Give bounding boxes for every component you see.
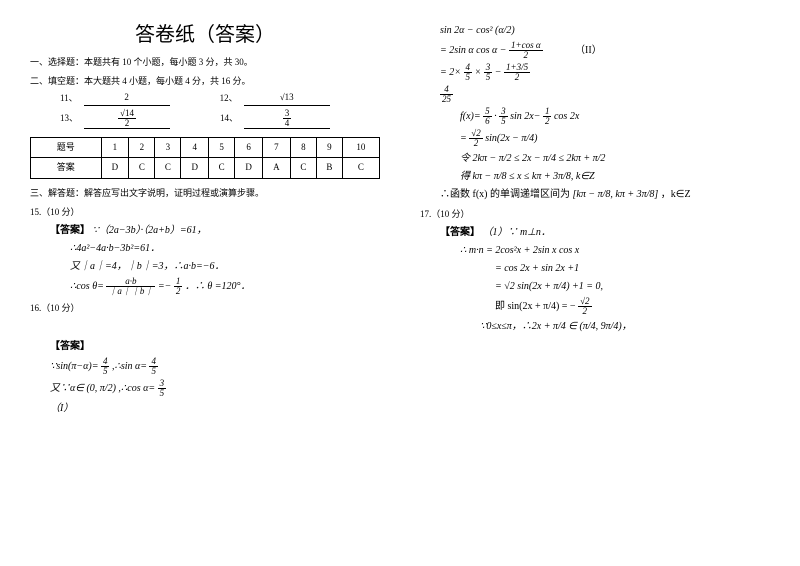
blank-num: 12、 [220,92,238,106]
r-line: sin 2α − cos² (α/2) [440,23,770,38]
table-row: 题号 12345678910 [31,137,380,158]
fill-row-1: 11、 2 12、 √13 [60,91,380,106]
q17-line: 【答案】 （1）∵ m⊥n． [440,225,770,240]
q16-label: 16.（10 分） [30,302,380,316]
q17-line: ∴ m·n = 2cos²x + 2sin x cos x [460,243,770,258]
row-label: 题号 [31,137,102,158]
doc-title: 答卷纸（答案） [30,20,380,50]
section-3: 三、解答题：解答应写出文字说明，证明过程或演算步骤。 [30,187,380,201]
blank-14: 14、 34 [220,109,330,129]
q16-ans: 【答案】 [50,339,380,354]
q15-line: 又｜a｜=4，｜b｜=3，∴a·b=−6． [70,259,380,274]
q17-line: ∵0≤x≤π，∴2x + π/4 ∈ (π/4, 9π/4)， [480,319,770,334]
right-column: sin 2α − cos² (α/2) = 2sin α cos α − 1+c… [420,20,770,419]
q17-label: 17.（10 分） [420,208,770,222]
blank-num: 11、 [60,92,78,106]
blank-val: 2 [84,91,170,106]
fill-row-2: 13、 √142 14、 34 [60,109,380,129]
blank-val: 34 [244,109,330,129]
q17-line: 即 sin(2x + π/4) = − √22 [495,297,770,316]
blank-13: 13、 √142 [60,109,170,129]
r-line: 425 [440,85,770,104]
r-line: = 2sin α cos α − 1+cos α2 （II） [440,41,770,60]
table-row: 答案 DCCDCDACBC [31,158,380,179]
blank-11: 11、 2 [60,91,170,106]
q15-ans: 【答案】 ∵（2a−3b）·（2a+b）=61， [50,223,380,238]
q15-line: ∴cos θ= a·b｜a｜｜b｜ =− 12 ．∴ θ =120°． [70,277,380,296]
blank-num: 13、 [60,112,78,126]
blank-val: √13 [244,91,330,106]
row-label: 答案 [31,158,102,179]
section-2: 二、填空题：本大题共 4 小题，每小题 4 分，共 16 分。 [30,75,380,89]
left-column: 答卷纸（答案） 一、选择题：本题共有 10 个小题，每小题 3 分，共 30。 … [30,20,380,419]
blank-12: 12、 √13 [220,91,330,106]
q16-sub1: （I） [50,401,380,416]
blank-num: 14、 [220,112,238,126]
blank-val: √142 [84,109,170,129]
fx-line: = √22 sin(2x − π/4) [460,129,770,148]
q17-line: = √2 sin(2x + π/4) +1 = 0, [495,279,770,294]
section-1: 一、选择题：本题共有 10 个小题，每小题 3 分，共 30。 [30,56,380,70]
fx-concl: ∴函数 f(x) 的单调递增区间为 [kπ − π/8, kπ + 3π/8] … [440,187,770,202]
q15-line: ∴4a²−4a·b−3b²=61． [70,241,380,256]
r-line: = 2× 45 × 35 − 1+3/52 [440,63,770,82]
fx-line: f(x)= 56 · 35 sin 2x− 12 cos 2x [460,107,770,126]
q16-line: 又∵α∈ (0, π/2) ,∴cos α= 35 [50,379,380,398]
q15-label: 15.（10 分） [30,206,380,220]
q17-line: = cos 2x + sin 2x +1 [495,261,770,276]
q16-line: ∵sin(π−α)= 45 ,∴sin α= 45 [50,357,380,376]
fx-line: 令 2kπ − π/2 ≤ 2x − π/4 ≤ 2kπ + π/2 [460,151,770,166]
answer-table: 题号 12345678910 答案 DCCDCDACBC [30,137,380,179]
fx-line: 得 kπ − π/8 ≤ x ≤ kπ + 3π/8, k∈Z [460,169,770,184]
